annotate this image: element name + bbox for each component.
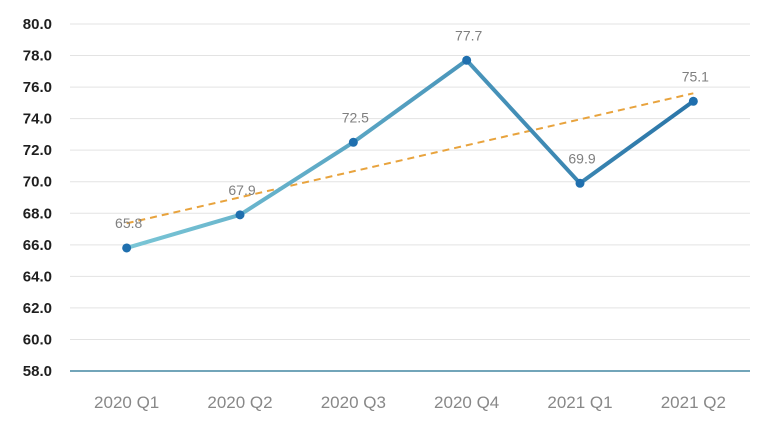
data-point: [688, 96, 698, 106]
data-label: 77.7: [455, 27, 482, 43]
x-tick-label: 2020 Q4: [434, 393, 499, 412]
y-tick-label: 78.0: [23, 48, 52, 65]
data-label: 75.1: [682, 68, 709, 84]
y-tick-label: 60.0: [23, 331, 52, 348]
y-tick-label: 72.0: [23, 142, 52, 159]
y-tick-label: 66.0: [23, 237, 52, 254]
data-label: 65.8: [115, 215, 142, 231]
data-point: [462, 55, 472, 65]
x-axis-ticks: 2020 Q1 2020 Q2 2020 Q3 2020 Q4 2021 Q1 2021 …: [94, 393, 726, 412]
y-axis-ticks: 58.0 60.0 62.0 64.0 66.0 68.0 70.0 72.0 74.0 76.0…: [23, 16, 52, 380]
data-point: [348, 137, 358, 147]
y-tick-label: 76.0: [23, 79, 52, 96]
data-label: 72.5: [342, 109, 369, 125]
y-tick-label: 64.0: [23, 268, 52, 285]
x-tick-label: 2021 Q1: [547, 393, 612, 412]
data-point: [235, 210, 245, 220]
series-line: [124, 58, 696, 250]
data-point: [122, 243, 132, 253]
data-labels: 65.8 67.9 72.5 77.7 69.9 75.1: [115, 27, 709, 231]
x-tick-label: 2020 Q2: [207, 393, 272, 412]
y-tick-label: 68.0: [23, 205, 52, 222]
data-label: 69.9: [568, 150, 595, 166]
data-point: [575, 178, 585, 188]
y-tick-label: 58.0: [23, 363, 52, 380]
data-points: [122, 55, 698, 253]
y-tick-label: 80.0: [23, 16, 52, 33]
x-tick-label: 2021 Q2: [661, 393, 726, 412]
gridlines: [70, 23, 750, 340]
y-tick-label: 74.0: [23, 111, 52, 128]
data-label: 67.9: [228, 182, 255, 198]
trendline: [126, 92, 694, 225]
x-tick-label: 2020 Q3: [321, 393, 386, 412]
y-tick-label: 62.0: [23, 300, 52, 317]
x-tick-label: 2020 Q1: [94, 393, 159, 412]
y-tick-label: 70.0: [23, 174, 52, 191]
